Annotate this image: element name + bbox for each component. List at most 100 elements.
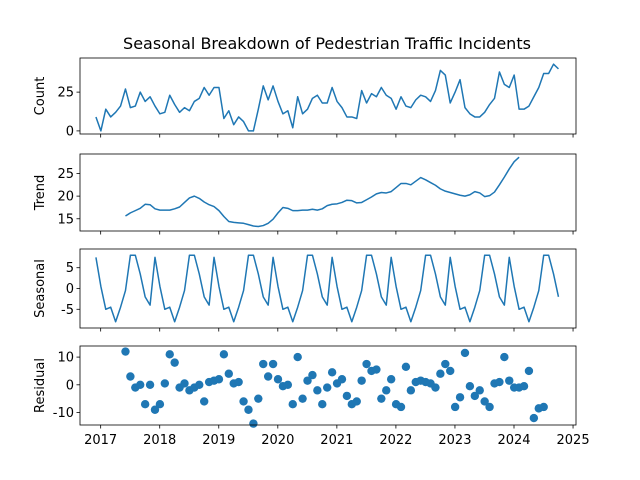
residual-ytick-label-0: -10 <box>53 406 74 421</box>
residual-point-72 <box>475 386 484 395</box>
xtick-label-0: 2017 <box>84 433 117 448</box>
residual-point-6 <box>150 405 160 414</box>
residual-point-16 <box>199 397 209 406</box>
residual-point-28 <box>259 359 268 369</box>
residual-point-69 <box>460 348 470 358</box>
residual-point-78 <box>505 376 514 385</box>
residual-point-70 <box>465 381 475 391</box>
trend-series-line <box>125 156 520 228</box>
xtick-label-8: 2025 <box>557 433 590 448</box>
residual-point-9 <box>165 350 174 359</box>
residual-point-1 <box>126 372 135 381</box>
residual-point-27 <box>254 394 263 403</box>
xtick-label-2: 2019 <box>202 433 235 448</box>
xtick-label-4: 2021 <box>320 433 353 448</box>
chart-title: Seasonal Breakdown of Pedestrian Traffic… <box>123 34 531 53</box>
residual-point-49 <box>362 359 371 369</box>
panel-seasonal: -5 0 5 Seasonal <box>33 248 577 332</box>
panels: 025Count152025Trend-505Seasonal-10010201… <box>33 57 590 448</box>
residual-point-19 <box>214 375 224 384</box>
residual-point-48 <box>357 376 366 385</box>
residual-point-12 <box>180 379 189 388</box>
residual-point-57 <box>401 362 411 371</box>
residual-point-54 <box>386 375 396 384</box>
trend-ytick-label-0: 15 <box>57 212 74 227</box>
trend-ylabel: Trend <box>33 175 48 212</box>
residual-point-10 <box>170 358 179 367</box>
residual-point-26 <box>249 419 258 428</box>
observed-ytick-label-1: 25 <box>57 86 74 101</box>
residual-point-52 <box>377 394 386 403</box>
residual-point-68 <box>455 393 465 402</box>
residual-point-53 <box>382 386 391 395</box>
residual-point-40 <box>318 400 327 409</box>
residual-point-7 <box>155 400 165 409</box>
xtick-label-3: 2020 <box>261 433 294 448</box>
residual-point-83 <box>529 413 539 423</box>
residual-point-51 <box>372 365 381 374</box>
residual-point-81 <box>519 381 529 391</box>
xtick-label-5: 2022 <box>379 433 412 448</box>
residual-point-36 <box>298 394 307 403</box>
residual-point-35 <box>293 352 302 362</box>
panel-observed: 0 25 Count <box>33 57 577 139</box>
residual-point-58 <box>406 386 416 395</box>
residual-point-24 <box>239 397 248 406</box>
xtick-label-1: 2018 <box>143 433 176 448</box>
residual-ylabel: Residual <box>33 358 48 413</box>
residual-point-65 <box>441 359 450 369</box>
trend-ytick-label-1: 20 <box>57 190 74 205</box>
residual-point-41 <box>323 383 332 392</box>
residual-point-31 <box>273 375 283 384</box>
residual-point-74 <box>485 402 494 412</box>
residual-point-82 <box>524 366 534 376</box>
trend-axes-frame <box>79 153 577 232</box>
residual-point-38 <box>308 370 317 380</box>
observed-ytick-label-0: 0 <box>66 124 74 139</box>
residual-point-71 <box>470 391 480 401</box>
residual-point-29 <box>263 372 273 381</box>
xtick-label-7: 2024 <box>497 433 530 448</box>
residual-point-30 <box>268 359 278 369</box>
panel-trend: 15 20 25 Trend <box>33 153 577 235</box>
residual-point-73 <box>480 397 489 406</box>
seasonal-ytick-label-2: 5 <box>66 261 74 276</box>
residual-point-20 <box>219 350 229 359</box>
residual-point-76 <box>495 377 504 387</box>
residual-point-34 <box>288 400 297 409</box>
residual-point-3 <box>136 380 145 390</box>
seasonal-ytick-label-1: 0 <box>66 282 74 297</box>
residual-point-21 <box>224 369 233 378</box>
observed-axes-frame <box>79 57 577 135</box>
residual-point-45 <box>342 391 352 401</box>
residual-point-25 <box>244 405 253 414</box>
residual-point-33 <box>283 380 293 390</box>
residual-ytick-label-1: 0 <box>66 378 74 393</box>
residual-point-37 <box>303 376 312 385</box>
observed-ylabel: Count <box>33 77 48 116</box>
xtick-label-6: 2023 <box>438 433 471 448</box>
residual-point-8 <box>160 379 170 388</box>
residual-point-47 <box>352 397 361 406</box>
residual-point-67 <box>450 402 460 412</box>
seasonal-ytick-label-0: -5 <box>61 303 74 318</box>
residual-point-39 <box>313 386 322 395</box>
residual-point-4 <box>140 400 150 409</box>
residual-point-5 <box>145 380 155 390</box>
residual-point-23 <box>234 377 243 387</box>
panel-residual: -10 0 10 2017 2018 2019 2020 2021 2022 2023 2024 20… <box>33 345 590 448</box>
residual-axes-frame <box>79 345 577 426</box>
residual-point-56 <box>396 402 406 412</box>
residual-point-63 <box>431 383 440 392</box>
residual-point-0 <box>121 347 130 356</box>
residual-point-15 <box>195 380 204 390</box>
residual-point-85 <box>539 402 548 412</box>
residual-point-64 <box>436 369 445 378</box>
residual-point-66 <box>446 366 455 376</box>
residual-ytick-label-2: 10 <box>57 351 74 366</box>
seasonal-series-line <box>95 254 560 323</box>
trend-ytick-label-2: 25 <box>57 167 74 182</box>
residual-point-42 <box>327 368 337 377</box>
seasonal-ylabel: Seasonal <box>33 259 48 318</box>
